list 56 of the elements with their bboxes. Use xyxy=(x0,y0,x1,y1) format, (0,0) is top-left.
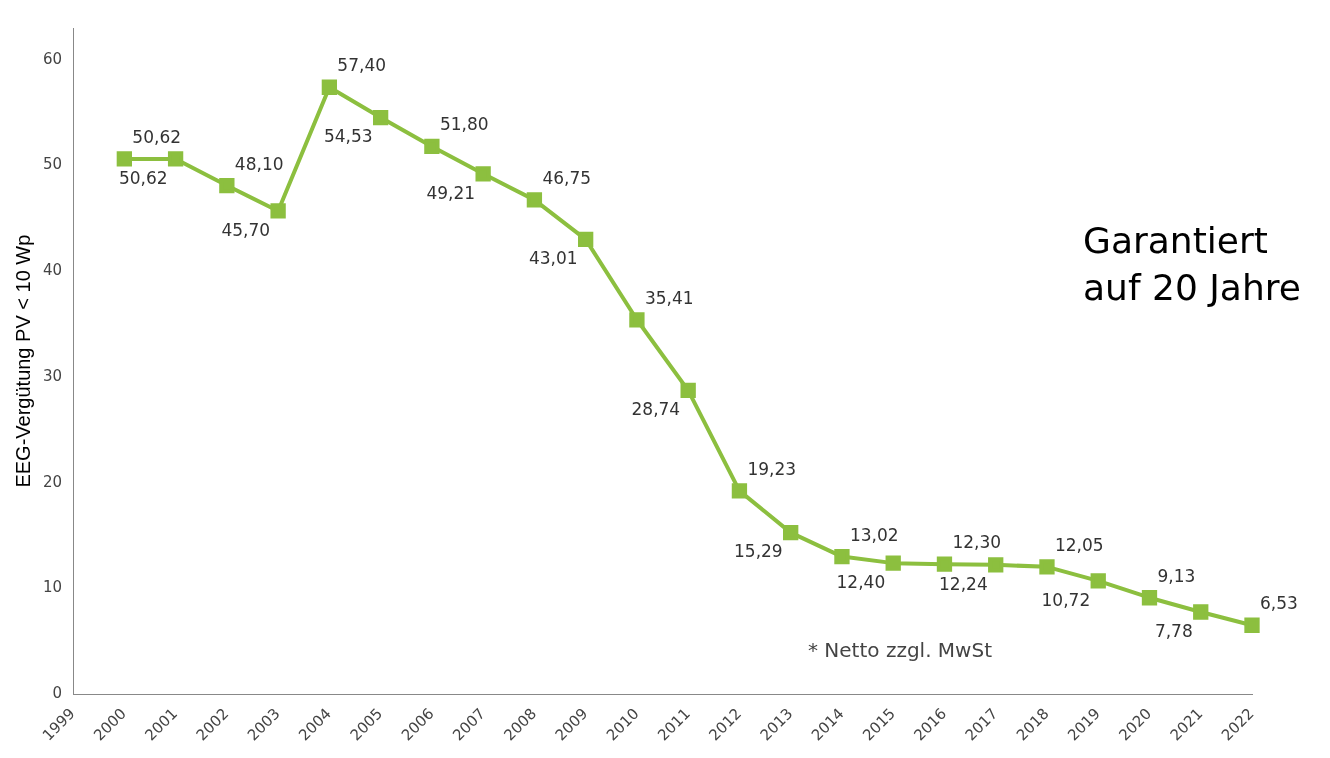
point xyxy=(731,483,748,499)
point xyxy=(1193,604,1209,620)
data-label: 19,23 xyxy=(747,458,797,479)
data-label: 48,10 xyxy=(234,153,284,174)
y-axis-title: EEG-Vergütung PV < 10 Wp xyxy=(11,234,34,488)
annotation: * Netto zzgl. MwSt xyxy=(808,638,993,662)
data-label: 49,21 xyxy=(426,182,476,203)
point xyxy=(680,382,696,398)
data-label: 50,62 xyxy=(118,167,168,188)
point xyxy=(885,555,901,571)
data-label: 43,01 xyxy=(528,248,578,269)
data-label: 13,02 xyxy=(849,524,899,545)
data-label: 12,30 xyxy=(952,532,1002,553)
data-label: 12,05 xyxy=(1054,534,1104,555)
point xyxy=(1090,573,1106,589)
point xyxy=(834,548,850,565)
data-label: 45,70 xyxy=(221,219,271,240)
y-tick-label: 10 xyxy=(42,578,63,597)
y-tick-label: 30 xyxy=(42,366,63,385)
annotation: Garantiert auf 20 Jahre xyxy=(1083,219,1302,310)
point xyxy=(1039,559,1055,575)
data-label: 7,78 xyxy=(1154,620,1193,641)
point xyxy=(783,524,799,541)
data-label: 12,24 xyxy=(939,573,988,594)
point xyxy=(475,166,491,182)
data-label: 46,75 xyxy=(542,167,592,188)
point xyxy=(424,138,440,155)
data-label: 28,74 xyxy=(631,399,681,420)
data-label: 54,53 xyxy=(323,126,373,147)
point xyxy=(988,557,1004,573)
y-tick-label: 20 xyxy=(42,472,63,491)
point xyxy=(270,203,286,219)
point xyxy=(629,312,645,328)
data-label: 50,62 xyxy=(132,126,182,147)
data-label: 57,40 xyxy=(337,55,387,76)
y-tick-label: 50 xyxy=(42,155,63,174)
data-label: 9,13 xyxy=(1157,565,1196,586)
data-label: 12,40 xyxy=(836,572,886,593)
point xyxy=(219,177,235,194)
y-tick-label: 60 xyxy=(42,49,63,68)
y-tick-label: 0 xyxy=(52,684,63,703)
point xyxy=(167,151,184,167)
y-tick-label: 40 xyxy=(42,261,63,280)
point xyxy=(578,231,594,248)
data-label: 10,72 xyxy=(1041,589,1091,610)
data-label: 51,80 xyxy=(439,114,489,135)
point xyxy=(321,79,338,95)
point xyxy=(936,556,953,572)
data-label: 15,29 xyxy=(734,541,783,562)
data-label: 35,41 xyxy=(644,287,694,308)
point xyxy=(116,151,132,167)
point xyxy=(1244,617,1260,633)
data-label: 6,53 xyxy=(1260,593,1298,614)
point xyxy=(526,192,543,208)
point xyxy=(372,109,389,126)
point xyxy=(1141,590,1158,606)
